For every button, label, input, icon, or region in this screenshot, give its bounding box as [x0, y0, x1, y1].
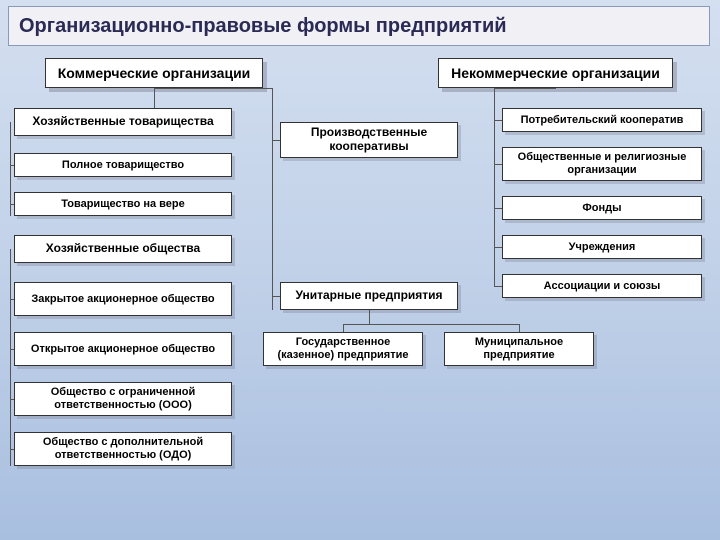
- box-unitary: Унитарные предприятия: [280, 282, 458, 310]
- conn: [154, 88, 273, 89]
- box-closed-jsc: Закрытое акционерное общество: [14, 282, 232, 316]
- box-coops: Производственные кооперативы: [280, 122, 458, 158]
- conn: [519, 324, 520, 332]
- box-full-partnership: Полное товарищество: [14, 153, 232, 177]
- conn: [494, 164, 502, 165]
- box-open-jsc: Открытое акционерное общество: [14, 332, 232, 366]
- conn: [494, 120, 502, 121]
- box-funds: Фонды: [502, 196, 702, 220]
- conn: [369, 310, 370, 324]
- box-institutions: Учреждения: [502, 235, 702, 259]
- head-commercial: Коммерческие организации: [45, 58, 263, 88]
- box-faith-partnership: Товарищество на вере: [14, 192, 232, 216]
- box-llc: Общество с ограниченной ответственностью…: [14, 382, 232, 416]
- conn: [272, 296, 280, 297]
- box-consumer-coop: Потребительский кооператив: [502, 108, 702, 132]
- conn: [10, 204, 14, 205]
- conn: [494, 247, 502, 248]
- conn: [10, 449, 14, 450]
- box-municipal: Муниципальное предприятие: [444, 332, 594, 366]
- conn: [10, 122, 11, 216]
- box-companies: Хозяйственные общества: [14, 235, 232, 263]
- conn: [494, 88, 556, 89]
- conn: [494, 208, 502, 209]
- box-alc: Общество с дополнительной ответственност…: [14, 432, 232, 466]
- conn: [10, 165, 14, 166]
- conn: [10, 349, 14, 350]
- box-public-religious: Общественные и религиозные организации: [502, 147, 702, 181]
- conn: [154, 88, 155, 108]
- conn: [272, 140, 280, 141]
- page-title: Организационно-правовые формы предприяти…: [8, 6, 710, 46]
- box-partnerships: Хозяйственные товарищества: [14, 108, 232, 136]
- conn: [272, 88, 273, 310]
- conn: [10, 249, 11, 466]
- head-noncommercial: Некоммерческие организации: [438, 58, 673, 88]
- conn: [494, 88, 495, 286]
- conn: [10, 399, 14, 400]
- conn: [494, 286, 502, 287]
- conn: [10, 299, 14, 300]
- box-state: Государственное (казенное) предприятие: [263, 332, 423, 366]
- conn: [343, 324, 344, 332]
- box-associations: Ассоциации и союзы: [502, 274, 702, 298]
- conn: [343, 324, 519, 325]
